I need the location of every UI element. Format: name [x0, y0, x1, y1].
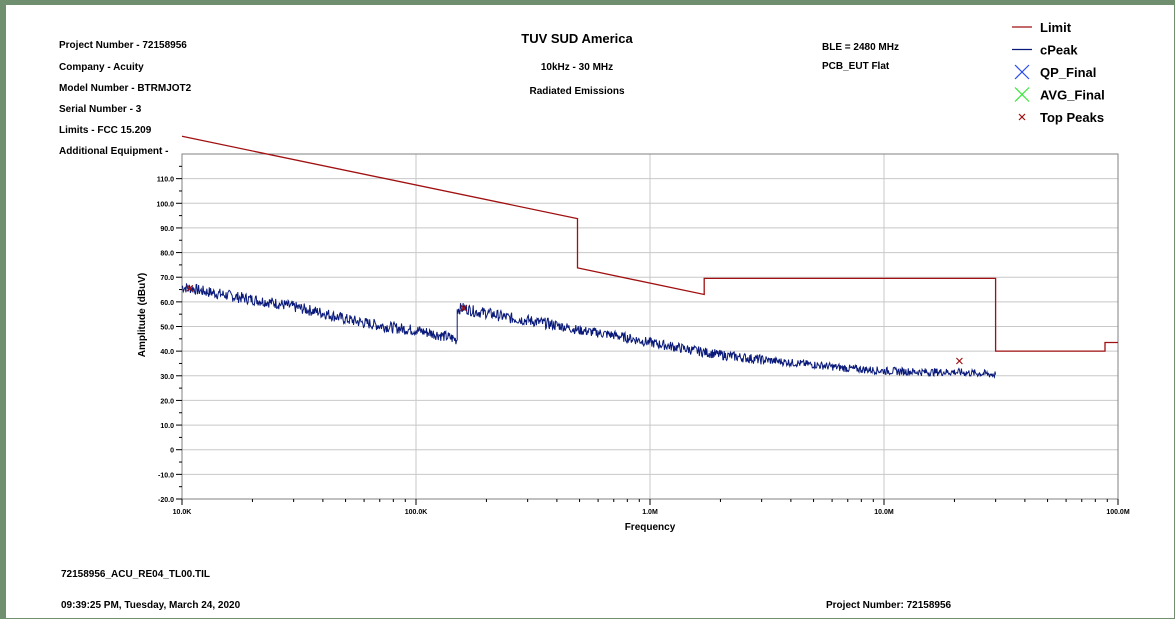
top-peak-stroke — [460, 304, 468, 312]
footer-project-number-label: Project Number: 72158956 — [826, 600, 952, 611]
y-tick-label: 10.0 — [160, 423, 174, 430]
chart-subtitle-range: 10kHz - 30 MHz — [540, 62, 614, 73]
top-peak-stroke — [186, 284, 194, 292]
legend-label: QP_Final — [1040, 65, 1096, 80]
y-axis-label: Amplitude (dBuV) — [137, 273, 148, 357]
legend-x-swatch — [1018, 113, 1026, 121]
legend-item: QP_Final — [1014, 64, 1096, 80]
legend-item: Limit — [1012, 20, 1072, 35]
chart-title: TUV SUD America — [521, 31, 633, 46]
top-peak-marker — [955, 357, 963, 365]
chart-subtitle-test: Radiated Emissions — [529, 86, 625, 97]
x-axis-label: Frequency — [625, 522, 676, 533]
serial-number-label: Serial Number - 3 — [59, 104, 142, 115]
x-tick-label: 100.0K — [405, 509, 428, 516]
legend-label: cPeak — [1040, 43, 1078, 58]
legend-item: cPeak — [1012, 43, 1078, 58]
y-tick-label: 20.0 — [160, 398, 174, 405]
y-tick-label: 40.0 — [160, 349, 174, 356]
tick-layer: -20.0 -10.0 0 10.0 20.0 30.0 40.0 50.0 60.0 70.0 8… — [156, 165, 1130, 516]
config-label: PCB_EUT Flat — [822, 61, 890, 72]
ble-frequency-label: BLE = 2480 MHz — [822, 42, 899, 53]
legend: Limit cPeak QP_Final AVG_Final Top Peaks — [1012, 20, 1105, 125]
y-tick-label: -10.0 — [158, 472, 174, 479]
y-tick-label: 60.0 — [160, 300, 174, 307]
legend-x-swatch — [1014, 64, 1030, 80]
legend-item: AVG_Final — [1014, 87, 1105, 103]
legend-item: Top Peaks — [1018, 110, 1104, 125]
top-peak-marker — [460, 304, 468, 312]
project-number-label: Project Number - 72158956 — [59, 40, 187, 51]
y-tick-label: -20.0 — [158, 497, 174, 504]
legend-label: Limit — [1040, 20, 1072, 35]
x-tick-label: 10.0K — [173, 509, 192, 516]
legend-label: AVG_Final — [1040, 88, 1105, 103]
legend-label: Top Peaks — [1040, 110, 1104, 125]
top-peak-stroke — [955, 357, 963, 365]
top-peak-marker — [186, 284, 194, 292]
y-tick-label: 0 — [170, 448, 174, 455]
limits-label: Limits - FCC 15.209 — [59, 125, 152, 136]
company-label: Company - Acuity — [59, 62, 144, 73]
additional-equipment-label: Additional Equipment - — [59, 146, 169, 157]
series-layer — [181, 135, 1118, 379]
peak-layer — [186, 284, 963, 365]
x-tick-label: 10.0M — [874, 509, 894, 516]
file-name-label: 72158956_ACU_RE04_TL00.TIL — [61, 569, 210, 580]
y-tick-label: 110.0 — [157, 177, 174, 184]
x-tick-label: 100.0M — [1106, 509, 1130, 516]
model-number-label: Model Number - BTRMJOT2 — [59, 83, 192, 94]
y-tick-label: 50.0 — [160, 325, 174, 332]
x-tick-label: 1.0M — [642, 509, 658, 516]
timestamp-label: 09:39:25 PM, Tuesday, March 24, 2020 — [61, 600, 241, 611]
series-line-cpeak — [181, 283, 997, 379]
legend-x-swatch — [1014, 87, 1030, 102]
y-tick-label: 100.0 — [156, 201, 174, 208]
y-tick-label: 90.0 — [160, 226, 174, 233]
series-line-limit — [181, 135, 1118, 352]
y-tick-label: 70.0 — [160, 275, 174, 282]
y-tick-label: 30.0 — [160, 374, 174, 381]
y-tick-label: 80.0 — [160, 251, 174, 258]
grid-layer — [181, 154, 1119, 500]
